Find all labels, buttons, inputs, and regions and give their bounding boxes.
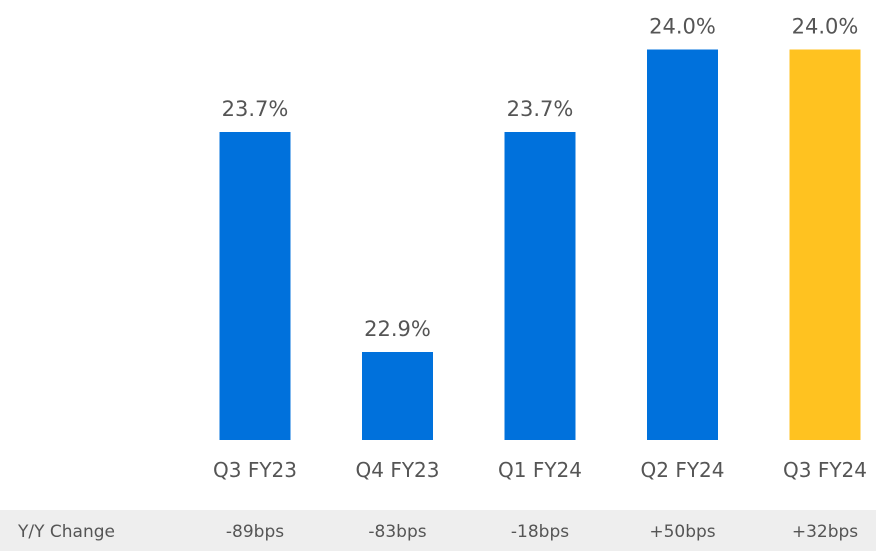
yy-change-row-background [0, 510, 876, 551]
value-label-q3-fy24: 24.0% [792, 15, 859, 39]
yy-change-value-q1-fy24: -18bps [511, 522, 569, 542]
yy-change-values-group: -89bps -83bps -18bps +50bps +32bps [226, 522, 858, 542]
bars-group [219, 49, 861, 440]
yy-change-row-label: Y/Y Change [17, 522, 115, 542]
x-tick-labels-group: Q3 FY23 Q4 FY23 Q1 FY24 Q2 FY24 Q3 FY24 [213, 458, 867, 482]
x-tick-label-q3-fy23: Q3 FY23 [213, 458, 297, 482]
value-label-q2-fy24: 24.0% [649, 15, 716, 39]
yy-change-value-q2-fy24: +50bps [649, 522, 715, 542]
bar-q3-fy23 [219, 132, 291, 440]
value-labels-group: 23.7% 22.9% 23.7% 24.0% 24.0% [222, 15, 859, 342]
bar-q4-fy23 [362, 352, 433, 440]
yy-change-value-q3-fy24: +32bps [792, 522, 858, 542]
bar-q3-fy24 [789, 49, 861, 440]
x-tick-label-q1-fy24: Q1 FY24 [498, 458, 582, 482]
yy-change-value-q3-fy23: -89bps [226, 522, 284, 542]
bar-q2-fy24 [647, 49, 718, 440]
bar-q1-fy24 [504, 132, 576, 440]
x-tick-label-q2-fy24: Q2 FY24 [641, 458, 725, 482]
value-label-q1-fy24: 23.7% [507, 97, 574, 121]
yy-change-value-q4-fy23: -83bps [368, 522, 426, 542]
x-tick-label-q3-fy24: Q3 FY24 [783, 458, 867, 482]
value-label-q4-fy23: 22.9% [364, 317, 431, 341]
value-label-q3-fy23: 23.7% [222, 97, 289, 121]
x-tick-label-q4-fy23: Q4 FY23 [356, 458, 440, 482]
